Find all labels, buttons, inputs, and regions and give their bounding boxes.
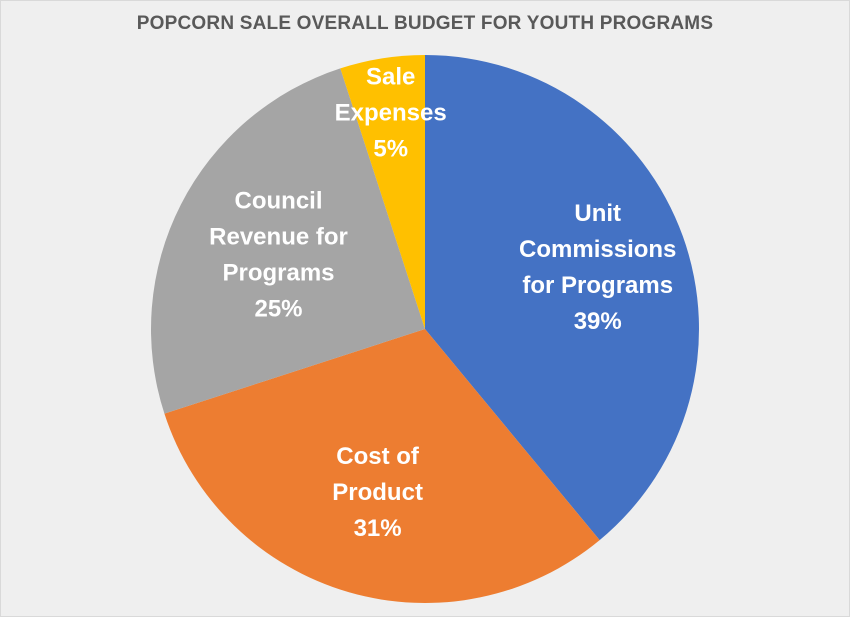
pie-slices [150, 55, 699, 603]
pie-slice-unit-commissions-for-programs [425, 55, 699, 541]
slice-label-cost-of-product: Cost of Product 31% [332, 443, 423, 542]
pie-slice-council-revenue-for-programs [150, 68, 425, 414]
slice-label-council-revenue-for-programs: Council Revenue for Programs 25% [209, 187, 348, 322]
chart-title: POPCORN SALE OVERALL BUDGET FOR YOUTH PR… [136, 13, 714, 34]
pie-labels: Unit Commissions for Programs 39% Cost of Pro… [209, 63, 676, 542]
pie-slice-sale-expenses [340, 55, 425, 329]
slice-label-unit-commissions-for-programs: Unit Commissions for Programs 39% [519, 200, 676, 335]
slice-label-sale-expenses: Sale Expenses 5% [335, 63, 447, 162]
pie-slice-cost-of-product [164, 329, 600, 603]
